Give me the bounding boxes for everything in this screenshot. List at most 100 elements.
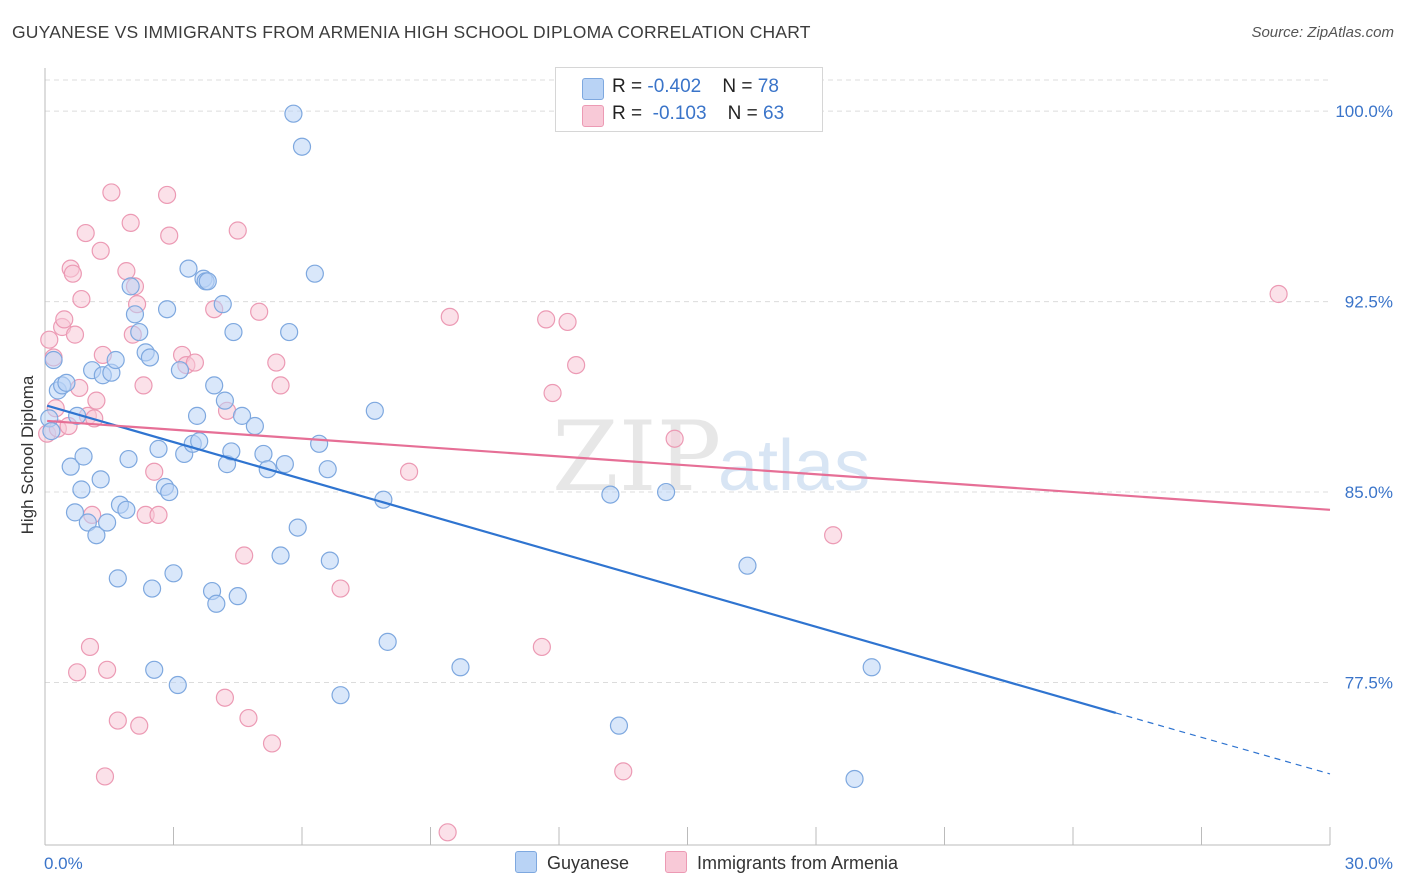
y-tick-label: 85.0% (1345, 483, 1393, 502)
point-armenia (72, 289, 91, 309)
point-guyanese (320, 551, 339, 570)
point-armenia (614, 762, 633, 781)
point-guyanese (207, 594, 226, 613)
point-armenia (95, 767, 115, 786)
point-guyanese (72, 480, 91, 499)
point-guyanese (149, 439, 168, 458)
legend-item-guyanese[interactable]: Guyanese (515, 851, 629, 874)
point-armenia (134, 376, 153, 395)
point-guyanese (108, 569, 127, 588)
point-guyanese (862, 658, 881, 677)
point-guyanese (145, 660, 164, 679)
point-armenia (235, 546, 254, 565)
point-armenia (185, 353, 205, 372)
legend-item-armenia[interactable]: Immigrants from Armenia (665, 851, 898, 874)
point-guyanese (451, 658, 470, 677)
point-armenia (228, 221, 247, 240)
legend-swatch-blue (582, 78, 604, 100)
point-guyanese (656, 482, 676, 502)
point-guyanese (130, 322, 149, 342)
point-guyanese (245, 416, 264, 436)
point-armenia (130, 716, 149, 735)
point-armenia (102, 183, 121, 202)
legend-r-label: R = (612, 76, 648, 97)
point-guyanese (170, 361, 190, 380)
y-axis-label: High School Diploma (18, 375, 37, 534)
point-guyanese (117, 500, 136, 519)
legend-swatch-pink (582, 105, 604, 127)
correlation-legend: R = -0.402 N = 78 R = -0.103 N = 63 (555, 67, 823, 132)
legend-label-armenia: Immigrants from Armenia (697, 853, 899, 873)
source-label: Source: ZipAtlas.com (1251, 24, 1394, 41)
series-guyanese-points (40, 104, 881, 789)
point-armenia (91, 241, 110, 260)
point-guyanese (288, 518, 307, 537)
point-armenia (87, 391, 106, 410)
point-armenia (117, 262, 136, 281)
legend-label-guyanese: Guyanese (547, 853, 630, 873)
point-guyanese (57, 373, 76, 392)
point-guyanese (310, 434, 329, 453)
point-armenia (40, 330, 59, 349)
point-armenia (665, 429, 684, 448)
point-armenia (567, 355, 586, 375)
point-guyanese (284, 104, 303, 123)
point-guyanese (179, 259, 198, 278)
point-armenia (63, 264, 82, 283)
point-guyanese (42, 422, 61, 441)
point-armenia (440, 307, 459, 326)
legend-r-value: -0.103 (652, 103, 707, 124)
chart-title: GUYANESE VS IMMIGRANTS FROM ARMENIA HIGH… (12, 22, 811, 42)
point-guyanese (318, 460, 337, 479)
axes (44, 68, 1331, 846)
trend-line-guyanese (46, 404, 1117, 715)
point-guyanese (213, 295, 232, 314)
point-armenia (824, 526, 843, 545)
point-guyanese (164, 564, 183, 583)
y-tick-label: 77.5% (1345, 673, 1393, 692)
point-guyanese (365, 401, 384, 420)
y-tick-label: 92.5% (1345, 293, 1393, 312)
point-armenia (157, 185, 177, 205)
watermark: ZIP atlas (552, 401, 870, 513)
point-armenia (438, 823, 457, 842)
point-guyanese (65, 503, 85, 522)
point-guyanese (224, 322, 243, 342)
point-guyanese (205, 376, 224, 395)
legend-swatch-blue (515, 851, 537, 873)
point-guyanese (106, 350, 125, 370)
point-guyanese (87, 526, 106, 545)
trend-line-armenia (47, 419, 1331, 511)
point-armenia (215, 688, 234, 707)
point-armenia (271, 376, 290, 395)
point-guyanese (119, 449, 138, 469)
point-armenia (558, 312, 577, 332)
point-guyanese (78, 513, 97, 532)
point-guyanese (44, 350, 63, 370)
point-guyanese (232, 406, 252, 425)
point-guyanese (74, 447, 93, 466)
point-armenia (121, 213, 140, 232)
point-guyanese (738, 556, 757, 575)
point-armenia (108, 711, 127, 730)
point-armenia (250, 302, 269, 321)
point-guyanese (222, 442, 241, 461)
legend-r-value: -0.402 (647, 76, 702, 97)
point-armenia (68, 663, 87, 682)
point-armenia (76, 223, 95, 243)
trend-line-guyanese-extension (1115, 712, 1331, 775)
point-guyanese (215, 391, 234, 410)
point-guyanese (160, 482, 179, 502)
watermark-atlas: atlas (718, 426, 870, 506)
point-armenia (98, 660, 117, 679)
point-guyanese (305, 264, 324, 283)
point-guyanese (157, 300, 177, 319)
point-guyanese (125, 305, 145, 324)
point-guyanese (98, 513, 117, 532)
point-armenia (80, 637, 100, 657)
legend-n-label: N = (722, 76, 758, 97)
point-guyanese (845, 769, 864, 789)
point-guyanese (91, 470, 110, 489)
point-guyanese (254, 444, 273, 464)
